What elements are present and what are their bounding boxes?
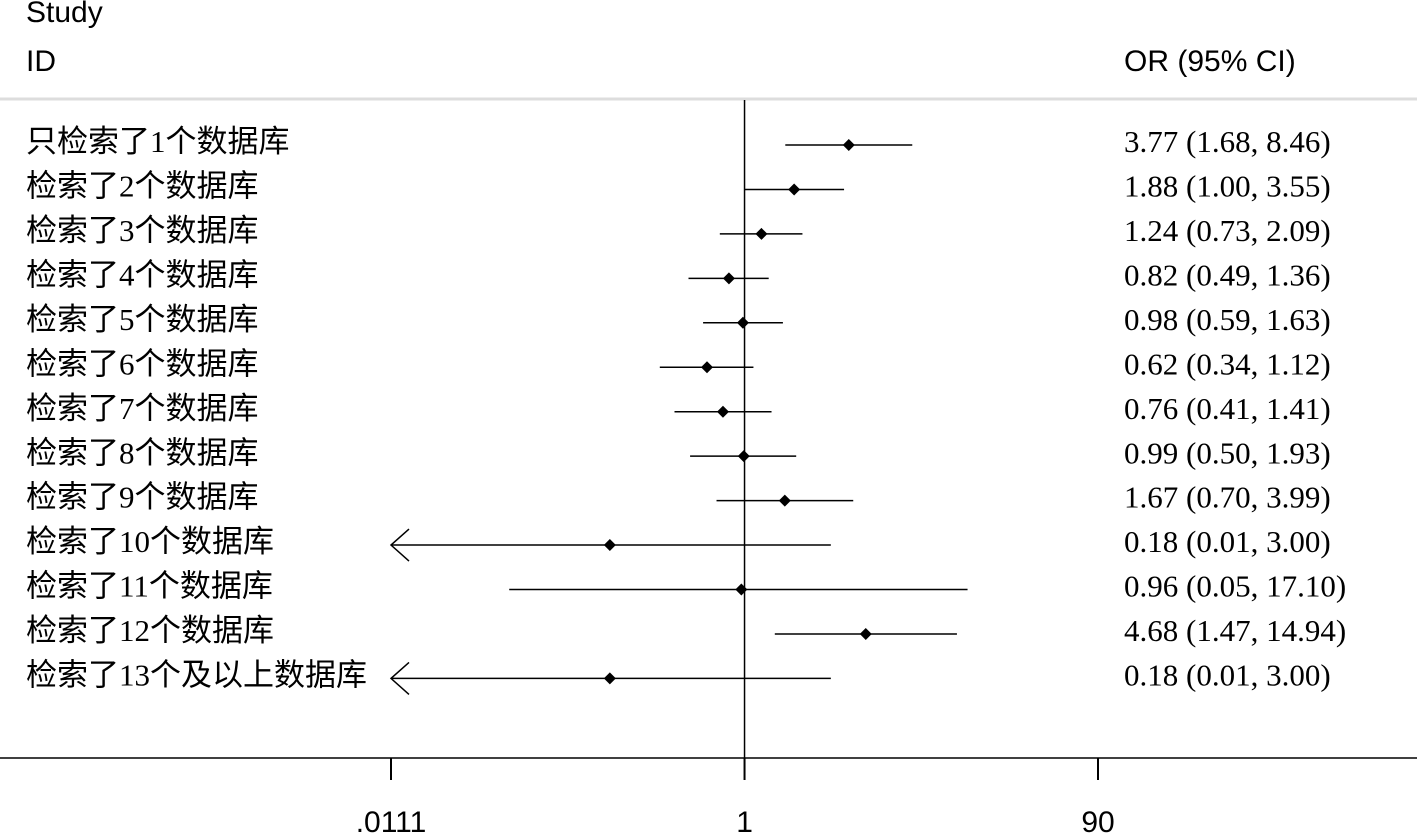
estimate-label: 1.24 (0.73, 2.09) [1124, 213, 1331, 248]
estimate-label: 0.99 (0.50, 1.93) [1124, 435, 1331, 470]
point-estimate [736, 316, 749, 329]
point-estimate [603, 672, 616, 685]
estimate-label: 0.96 (0.05, 17.10) [1124, 569, 1346, 604]
study-header: Study [26, 0, 103, 29]
point-estimate [737, 450, 750, 463]
ci-arrow [389, 528, 410, 562]
study-label: 检索了8个数据库 [26, 435, 259, 470]
x-tick-label: 90 [1081, 806, 1114, 835]
point-estimate [603, 539, 616, 552]
point-estimate [700, 361, 713, 374]
point-estimate [778, 494, 791, 507]
study-label: 检索了4个数据库 [26, 257, 259, 292]
id-header: ID [26, 45, 56, 78]
point-estimate [735, 583, 748, 596]
study-label: 检索了6个数据库 [26, 346, 259, 381]
estimate-label: 0.18 (0.01, 3.00) [1124, 658, 1331, 693]
point-estimate [859, 627, 872, 640]
study-label: 检索了12个数据库 [26, 613, 274, 648]
ci-arrow [389, 661, 410, 695]
estimate-label: 3.77 (1.68, 8.46) [1124, 124, 1331, 159]
x-tick-label: .0111 [356, 806, 427, 835]
estimate-header: OR (95% CI) [1124, 45, 1296, 78]
study-label: 检索了5个数据库 [26, 302, 259, 337]
estimate-label: 0.82 (0.49, 1.36) [1124, 257, 1331, 292]
x-tick-label: 1 [736, 806, 753, 835]
estimate-label: 0.98 (0.59, 1.63) [1124, 302, 1331, 337]
estimate-label: 1.88 (1.00, 3.55) [1124, 169, 1331, 204]
point-estimate [716, 405, 729, 418]
estimate-label: 0.76 (0.41, 1.41) [1124, 391, 1331, 426]
study-label: 检索了10个数据库 [26, 524, 274, 559]
study-label: 只检索了1个数据库 [26, 124, 290, 159]
study-label: 检索了11个数据库 [26, 569, 273, 604]
estimate-label: 0.18 (0.01, 3.00) [1124, 524, 1331, 559]
point-estimate [842, 139, 855, 151]
study-label: 检索了13个及以上数据库 [26, 658, 367, 693]
point-estimate [788, 183, 801, 196]
study-label: 检索了2个数据库 [26, 169, 259, 204]
estimate-label: 1.67 (0.70, 3.99) [1124, 480, 1331, 515]
study-label: 检索了7个数据库 [26, 391, 259, 426]
point-estimate [722, 272, 735, 285]
study-label: 检索了9个数据库 [26, 480, 259, 515]
estimate-label: 0.62 (0.34, 1.12) [1124, 346, 1331, 381]
point-estimate [755, 227, 768, 240]
estimate-label: 4.68 (1.47, 14.94) [1124, 613, 1346, 648]
study-label: 检索了3个数据库 [26, 213, 259, 248]
